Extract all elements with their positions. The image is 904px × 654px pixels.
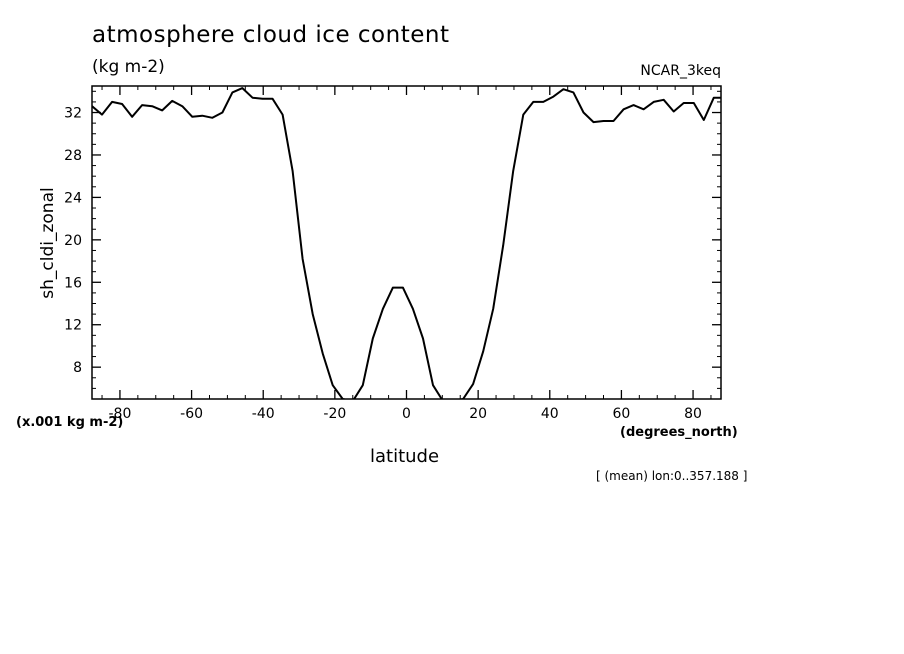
y-tick-label: 12 xyxy=(64,318,82,334)
tick-labels: -80 -60 -40 -20 0 20 40 60 80 8 12 16 20 24 28 32 xyxy=(64,106,702,422)
plot-frame xyxy=(91,85,722,400)
model-source-label: NCAR_3keq xyxy=(640,63,721,79)
y-tick-label: 16 xyxy=(64,275,82,291)
y-axis-label: sh_cldi_zonal xyxy=(38,187,58,299)
x-tick-label: -80 xyxy=(109,406,132,422)
y-scale-note: (x.001 kg m-2) xyxy=(16,415,124,430)
y-tick-label: 28 xyxy=(64,148,82,164)
series-line-sh-cldi-zonal xyxy=(92,87,721,399)
y-tick-label: 8 xyxy=(73,360,82,376)
x-tick-label: 60 xyxy=(613,406,631,422)
x-tick-label: 0 xyxy=(402,406,411,422)
x-axis-label: latitude xyxy=(370,446,440,467)
x-tick-label: -40 xyxy=(252,406,275,422)
y-tick-label: 24 xyxy=(64,190,82,206)
chart-units: (kg m-2) xyxy=(92,57,165,77)
x-tick-label: -60 xyxy=(180,406,203,422)
chart-title: atmosphere cloud ice content xyxy=(92,22,450,48)
x-tick-label: 80 xyxy=(684,406,702,422)
y-tick-label: 20 xyxy=(64,233,82,249)
x-axis-units: (degrees_north) xyxy=(620,425,738,440)
x-tick-label: 40 xyxy=(541,406,559,422)
x-tick-label: 20 xyxy=(469,406,487,422)
footer-note: [ (mean) lon:0..357.188 ] xyxy=(596,469,748,483)
axis-ticks xyxy=(92,86,721,399)
y-tick-label: 32 xyxy=(64,106,82,122)
x-tick-label: -20 xyxy=(323,406,346,422)
